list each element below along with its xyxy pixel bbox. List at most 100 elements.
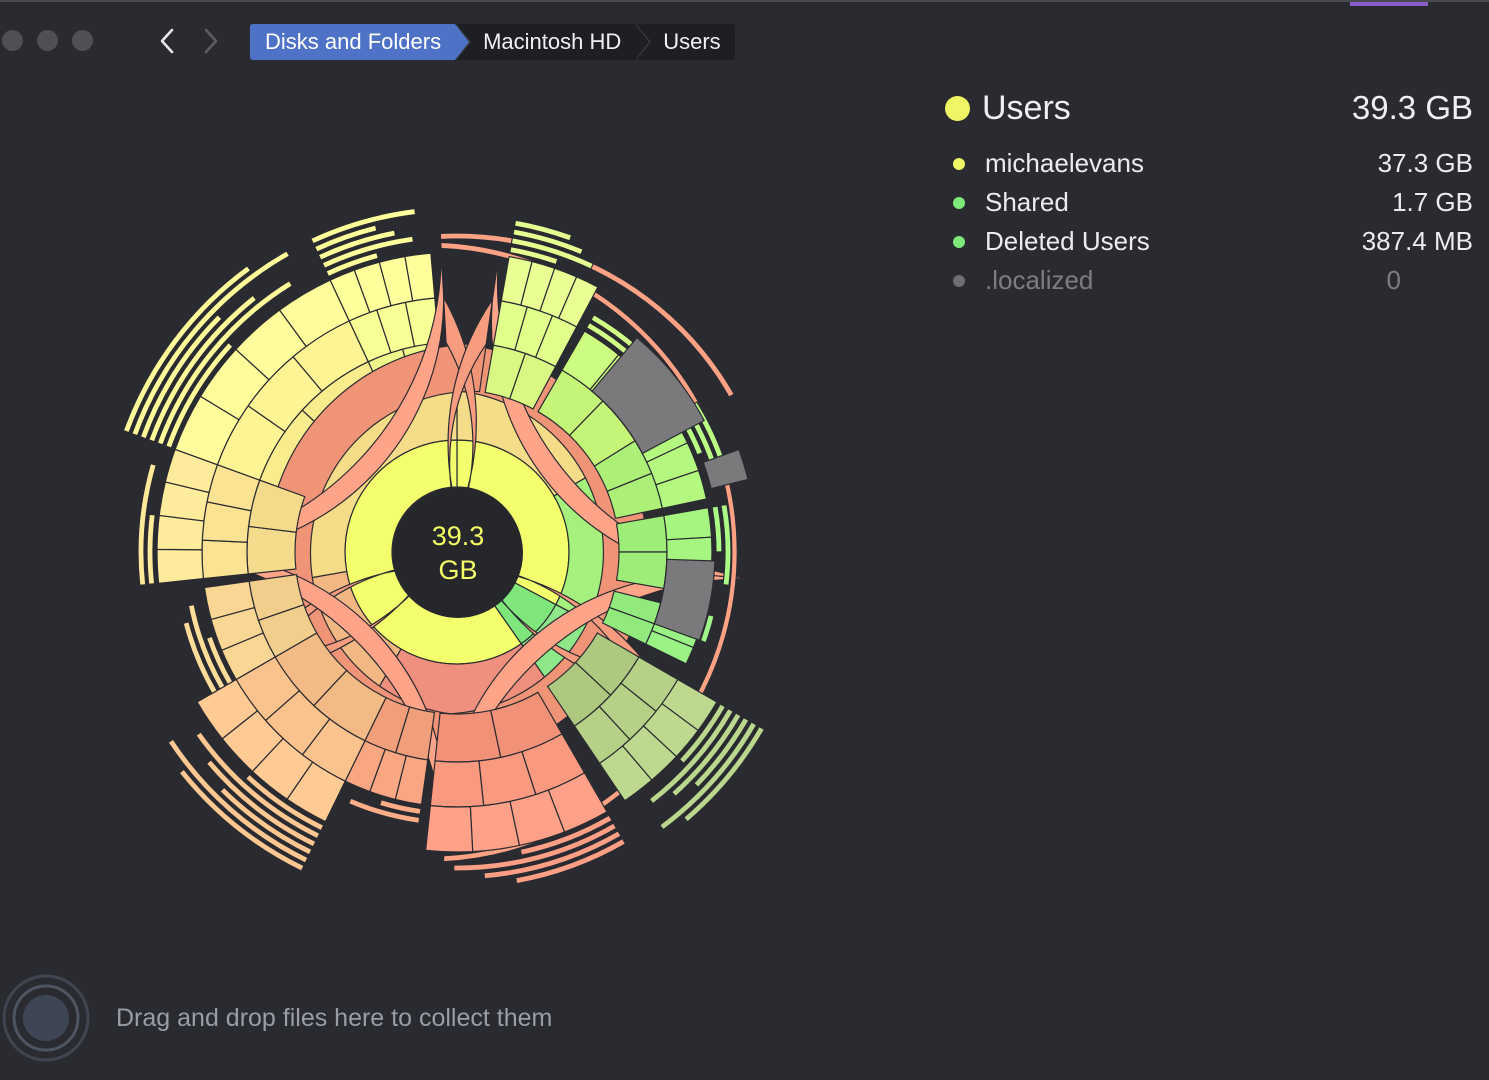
sunburst-segment[interactable]: [164, 341, 234, 449]
sunburst-segment[interactable]: [514, 837, 627, 885]
sunburst-segment[interactable]: [663, 507, 713, 541]
sunburst-segment[interactable]: [469, 800, 521, 853]
legend-item-size: 37.3 GB: [1377, 148, 1473, 178]
sunburst-segment[interactable]: [148, 294, 258, 443]
sunburst-segment[interactable]: [321, 235, 415, 270]
legend-item-size: 387.4 MB: [1361, 226, 1473, 256]
sunburst-segment[interactable]: [309, 207, 417, 245]
breadcrumb-label: Disks and Folders: [265, 29, 442, 54]
accent-line: [1350, 2, 1428, 6]
legend-item[interactable]: Shared 1.7 GB: [945, 183, 1473, 222]
sunburst-segment[interactable]: [429, 760, 485, 808]
legend-total: 39.3 GB: [1351, 89, 1473, 126]
sunburst-segment[interactable]: [658, 721, 758, 831]
sunburst-segment[interactable]: [246, 525, 297, 575]
sunburst-segment[interactable]: [453, 822, 618, 872]
chevron-right-icon: [204, 28, 218, 54]
sunburst-segment[interactable]: [655, 469, 708, 510]
sunburst-center[interactable]: 39.3 GB: [393, 488, 523, 618]
sunburst-segment[interactable]: [187, 603, 226, 690]
breadcrumb-macintosh-hd[interactable]: Macintosh HD: [455, 24, 652, 60]
sunburst-segment[interactable]: [178, 768, 305, 872]
legend-item-color-dot: [953, 274, 965, 287]
sunburst-segment[interactable]: [711, 505, 723, 553]
sunburst-segment[interactable]: [164, 448, 219, 494]
sunburst-segment[interactable]: [205, 758, 317, 848]
sunburst-segment[interactable]: [678, 703, 727, 765]
sunburst-segment[interactable]: [598, 745, 653, 802]
collect-target-icon: [2, 974, 90, 1062]
sunburst-segment[interactable]: [404, 252, 436, 302]
legend-item-color-dot: [953, 196, 965, 209]
collector-dropzone[interactable]: Drag and drop files here to collect them: [0, 972, 552, 1064]
breadcrumb-disks-and-folders[interactable]: Disks and Folders: [250, 24, 472, 60]
sunburst-segment[interactable]: [512, 228, 584, 256]
sunburst-segment[interactable]: [720, 503, 732, 587]
sunburst-chart[interactable]: [0, 92, 900, 952]
breadcrumb-arrow: [455, 24, 470, 60]
dropzone-text: Drag and drop files here to collect them: [116, 1003, 553, 1032]
zoom-window-button[interactable]: [72, 30, 93, 51]
sunburst-segment[interactable]: [670, 712, 742, 798]
legend-header[interactable]: Users 39.3 GB: [945, 84, 1473, 132]
sunburst-segment[interactable]: [205, 635, 234, 686]
legend-item-name: Deleted Users: [985, 226, 1150, 256]
legend-item-name: michaelevans: [985, 148, 1144, 178]
legend-color-dot: [945, 95, 970, 121]
close-window-button[interactable]: [2, 30, 23, 51]
sunburst-segment-unknown[interactable]: [591, 336, 706, 455]
breadcrumb-label: Macintosh HD: [483, 29, 622, 54]
legend-item[interactable]: michaelevans 37.3 GB: [945, 144, 1473, 183]
sunburst-segment[interactable]: [156, 279, 294, 446]
sunburst-segment[interactable]: [317, 229, 397, 261]
folder-legend: Users 39.3 GB michaelevans 37.3 GB Shared 1…: [945, 84, 1473, 300]
legend-item-name: .localized: [985, 265, 1094, 295]
sunburst-segment-unknown[interactable]: [653, 558, 716, 642]
sunburst-segment[interactable]: [146, 513, 156, 586]
sunburst-segment[interactable]: [201, 539, 249, 580]
sunburst-segment[interactable]: [557, 276, 599, 328]
legend-list: michaelevans 37.3 GB Shared 1.7 GB Deleted U…: [945, 144, 1473, 300]
forward-button[interactable]: [198, 24, 224, 58]
legend-item[interactable]: Deleted Users 387.4 MB: [945, 222, 1473, 261]
sunburst-segment[interactable]: [378, 798, 422, 816]
legend-item[interactable]: .localized 0: [945, 261, 1473, 300]
breadcrumb: Disks and Folders Macintosh HD Users: [250, 24, 735, 60]
sunburst-segment-unknown[interactable]: [702, 448, 749, 490]
sunburst-segment[interactable]: [325, 251, 380, 278]
sunburst-segment[interactable]: [313, 224, 378, 253]
sunburst-segment[interactable]: [648, 707, 735, 805]
sunburst-segment[interactable]: [203, 580, 256, 621]
sunburst-segment[interactable]: [167, 738, 309, 864]
sunburst-segment[interactable]: [244, 773, 325, 832]
breadcrumb-users[interactable]: Users: [635, 24, 735, 60]
sunburst-segment[interactable]: [139, 313, 223, 440]
traffic-lights: [0, 30, 93, 51]
minimize-window-button[interactable]: [37, 30, 58, 51]
sunburst-segment[interactable]: [434, 709, 502, 763]
legend-item-size: 1.7 GB: [1392, 187, 1473, 217]
sunburst-segment[interactable]: [131, 250, 291, 437]
sunburst-segment[interactable]: [699, 613, 715, 644]
sunburst-segment[interactable]: [483, 830, 622, 880]
sunburst-segment[interactable]: [513, 219, 573, 242]
sunburst-segment[interactable]: [424, 804, 474, 853]
sunburst-segment[interactable]: [519, 814, 613, 856]
sunburst-segment[interactable]: [693, 716, 750, 789]
sunburst-segment[interactable]: [122, 264, 252, 434]
sunburst-segment[interactable]: [219, 786, 313, 856]
legend-item-size: 0: [1386, 265, 1401, 295]
sunburst-segment[interactable]: [510, 237, 595, 270]
sunburst-segment[interactable]: [195, 731, 321, 840]
sunburst-segment[interactable]: [182, 621, 218, 695]
legend-item-name: Shared: [985, 187, 1069, 217]
back-button[interactable]: [154, 24, 180, 58]
sunburst-segment[interactable]: [137, 462, 158, 587]
sunburst-segment[interactable]: [347, 797, 421, 825]
sunburst-segment[interactable]: [682, 725, 766, 823]
sunburst-segment[interactable]: [509, 246, 559, 266]
sunburst-segment[interactable]: [644, 629, 695, 665]
center-size-unit: GB: [438, 555, 478, 585]
sunburst-segment[interactable]: [156, 548, 205, 585]
